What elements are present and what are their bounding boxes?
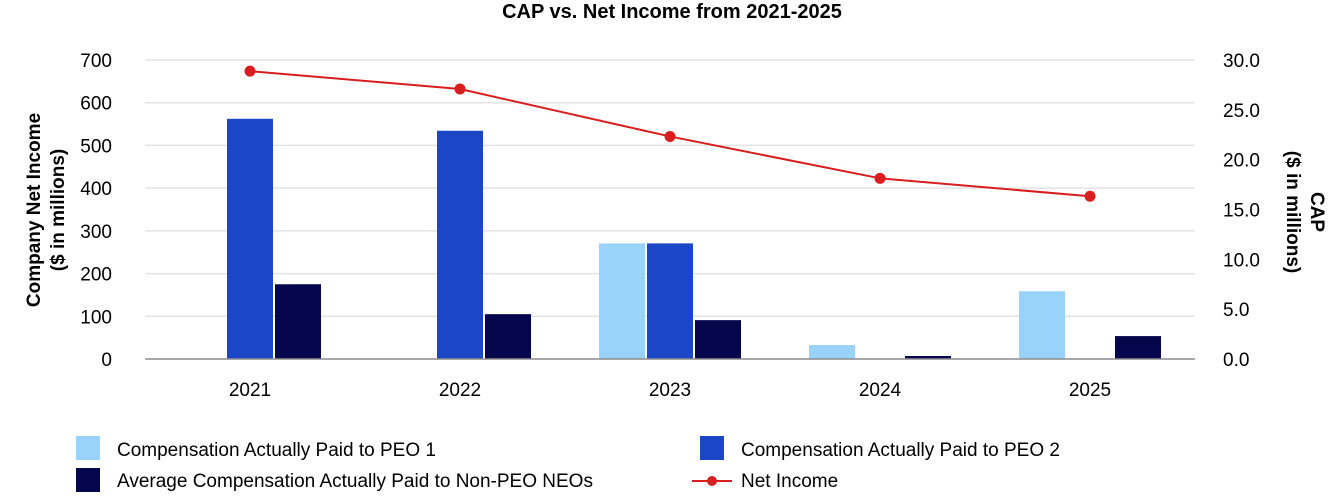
net-income-point [874, 172, 886, 184]
bar [599, 243, 645, 359]
legend-label-net-income: Net Income [741, 471, 838, 492]
left-tick-label: 0 [101, 350, 112, 371]
left-tick-label: 600 [80, 94, 112, 115]
right-axis-title-line1: CAP [1306, 192, 1327, 232]
left-axis-ticks: 0 100 200 300 400 500 600 700 [80, 51, 112, 371]
gridlines [145, 59, 1195, 318]
bar [275, 284, 321, 359]
net-income-line [244, 65, 1096, 202]
x-tick-label: 2024 [859, 380, 902, 401]
net-income-point [454, 83, 466, 95]
net-income-point [1084, 190, 1096, 202]
legend-swatch-peo1 [76, 436, 100, 460]
legend-item-peo1: Compensation Actually Paid to PEO 1 [76, 436, 436, 461]
right-tick-label: 5.0 [1223, 300, 1249, 321]
legend-swatch-non-peo [76, 468, 100, 492]
right-tick-label: 15.0 [1223, 201, 1260, 222]
left-axis-title-line1: Company Net Income [24, 113, 45, 307]
bar [809, 345, 855, 359]
left-tick-label: 100 [80, 307, 112, 328]
legend-label-peo1: Compensation Actually Paid to PEO 1 [117, 440, 436, 461]
x-axis-ticks: 2021 2022 2023 2024 2025 [229, 380, 1111, 401]
x-tick-label: 2025 [1069, 380, 1111, 401]
left-tick-label: 200 [80, 265, 112, 286]
bar [647, 243, 693, 359]
right-tick-label: 10.0 [1223, 250, 1260, 271]
bar [1019, 291, 1065, 359]
bar [437, 130, 483, 359]
bars [227, 118, 1161, 359]
legend-label-non-peo: Average Compensation Actually Paid to No… [117, 471, 593, 492]
legend-swatch-peo2 [700, 436, 724, 460]
right-tick-label: 0.0 [1223, 350, 1249, 371]
x-tick-label: 2022 [439, 380, 481, 401]
legend-label-peo2: Compensation Actually Paid to PEO 2 [741, 440, 1060, 461]
legend-item-non-peo: Average Compensation Actually Paid to No… [76, 468, 593, 492]
bar [905, 356, 951, 359]
bar [485, 314, 531, 359]
left-tick-label: 500 [80, 136, 112, 157]
left-tick-label: 300 [80, 222, 112, 243]
legend-item-net-income: Net Income [692, 471, 838, 492]
net-income-point [244, 65, 256, 77]
right-axis-title: CAP ($ in millions) [1282, 151, 1327, 273]
left-tick-label: 400 [80, 179, 112, 200]
right-tick-label: 20.0 [1223, 151, 1260, 172]
bar [695, 320, 741, 359]
legend-marker-net-income [707, 476, 717, 486]
left-axis-title-line2: ($ in millions) [48, 149, 69, 271]
legend-item-peo2: Compensation Actually Paid to PEO 2 [700, 436, 1060, 461]
chart-title: CAP vs. Net Income from 2021-2025 [502, 1, 842, 23]
right-tick-label: 25.0 [1223, 101, 1260, 122]
right-axis-ticks: 0.0 5.0 10.0 15.0 20.0 25.0 30.0 [1223, 51, 1260, 371]
net-income-point [664, 130, 676, 142]
x-tick-label: 2023 [649, 380, 691, 401]
legend: Compensation Actually Paid to PEO 1 Aver… [76, 436, 1060, 492]
right-tick-label: 30.0 [1223, 51, 1260, 72]
bar [227, 118, 273, 359]
right-axis-title-line2: ($ in millions) [1282, 151, 1303, 273]
left-axis-title: Company Net Income ($ in millions) [24, 113, 69, 307]
x-tick-label: 2021 [229, 380, 271, 401]
left-tick-label: 700 [80, 51, 112, 72]
bar [1115, 336, 1161, 359]
